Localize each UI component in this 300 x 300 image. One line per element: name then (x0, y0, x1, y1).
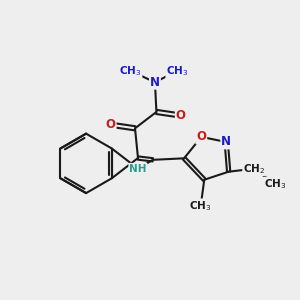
Text: O: O (176, 109, 186, 122)
Text: CH$_2$: CH$_2$ (243, 162, 265, 176)
Text: N: N (150, 76, 160, 89)
Text: O: O (196, 130, 206, 143)
Text: N: N (221, 136, 231, 148)
Text: CH$_3$: CH$_3$ (264, 177, 286, 191)
Text: O: O (106, 118, 116, 131)
Text: CH$_3$: CH$_3$ (166, 64, 188, 78)
Text: CH$_3$: CH$_3$ (119, 64, 142, 78)
Text: CH$_3$: CH$_3$ (190, 199, 212, 213)
Text: NH: NH (129, 164, 147, 174)
